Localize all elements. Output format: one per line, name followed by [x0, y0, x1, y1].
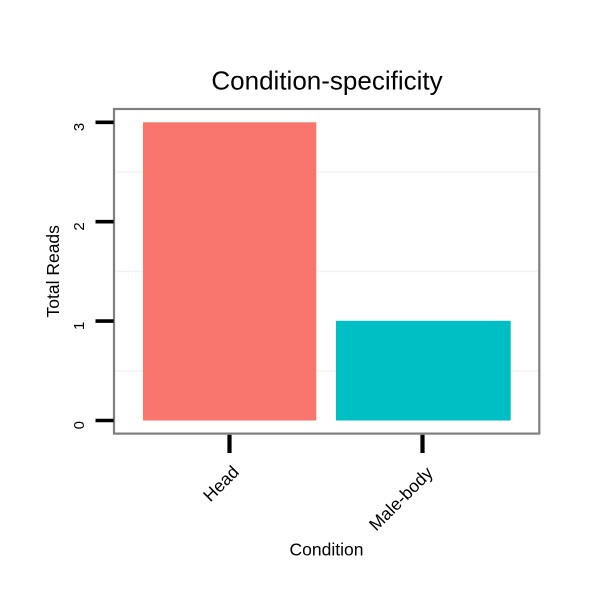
- svg-text:Condition: Condition: [290, 539, 364, 559]
- svg-text:Condition-specificity: Condition-specificity: [211, 65, 442, 95]
- svg-text:1: 1: [71, 322, 88, 330]
- svg-text:3: 3: [71, 123, 88, 131]
- svg-text:Male-body: Male-body: [365, 463, 437, 535]
- svg-text:Head: Head: [199, 462, 243, 506]
- svg-text:Total Reads: Total Reads: [43, 225, 63, 318]
- svg-text:2: 2: [71, 222, 88, 230]
- svg-text:0: 0: [71, 421, 88, 429]
